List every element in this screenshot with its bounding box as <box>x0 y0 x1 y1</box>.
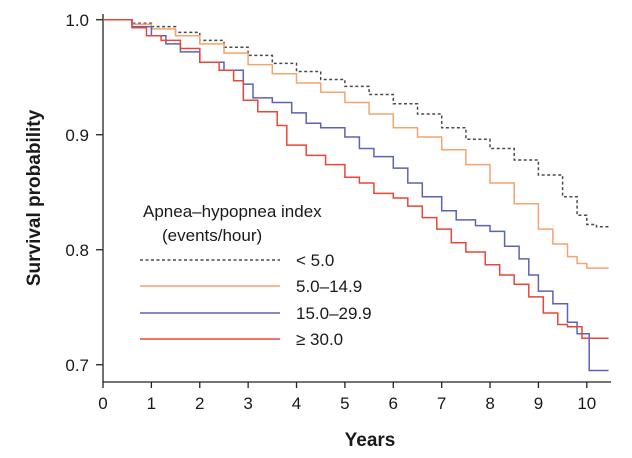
x-tick-label: 4 <box>292 394 301 413</box>
x-tick-label: 6 <box>389 394 398 413</box>
y-tick-label: 0.9 <box>65 126 89 145</box>
x-tick-label: 0 <box>98 394 107 413</box>
legend-title-line2: (events/hour) <box>162 226 262 245</box>
axes: 0 1 2 3 4 5 6 7 8 9 10 0.7 0.8 0.9 1.0 <box>65 11 611 413</box>
x-tick-label: 9 <box>534 394 543 413</box>
x-tick-label: 7 <box>437 394 446 413</box>
legend-label-2: 15.0–29.9 <box>296 304 372 323</box>
x-tick-label: 1 <box>147 394 156 413</box>
y-tick-label: 0.7 <box>65 356 89 375</box>
x-tick-label: 5 <box>340 394 349 413</box>
legend-label-3: ≥ 30.0 <box>296 330 343 349</box>
series-line-1 <box>103 18 609 269</box>
x-tick-label: 3 <box>243 394 252 413</box>
legend-label-1: 5.0–14.9 <box>296 277 362 296</box>
legend-title-line1: Apnea–hypopnea index <box>143 202 322 221</box>
x-tick-label: 8 <box>485 394 494 413</box>
y-tick-label: 1.0 <box>65 11 89 30</box>
x-tick-label: 10 <box>577 394 596 413</box>
x-tick-label: 2 <box>195 394 204 413</box>
y-axis-title: Survival probability <box>24 109 45 286</box>
x-axis-title: Years <box>345 430 396 451</box>
legend-label-0: < 5.0 <box>296 251 334 270</box>
y-tick-label: 0.8 <box>65 241 89 260</box>
legend: Apnea–hypopnea index (events/hour) < 5.0… <box>140 202 372 349</box>
series-line-3 <box>103 18 609 340</box>
series-line-0 <box>103 18 609 228</box>
survival-curves <box>103 18 609 372</box>
